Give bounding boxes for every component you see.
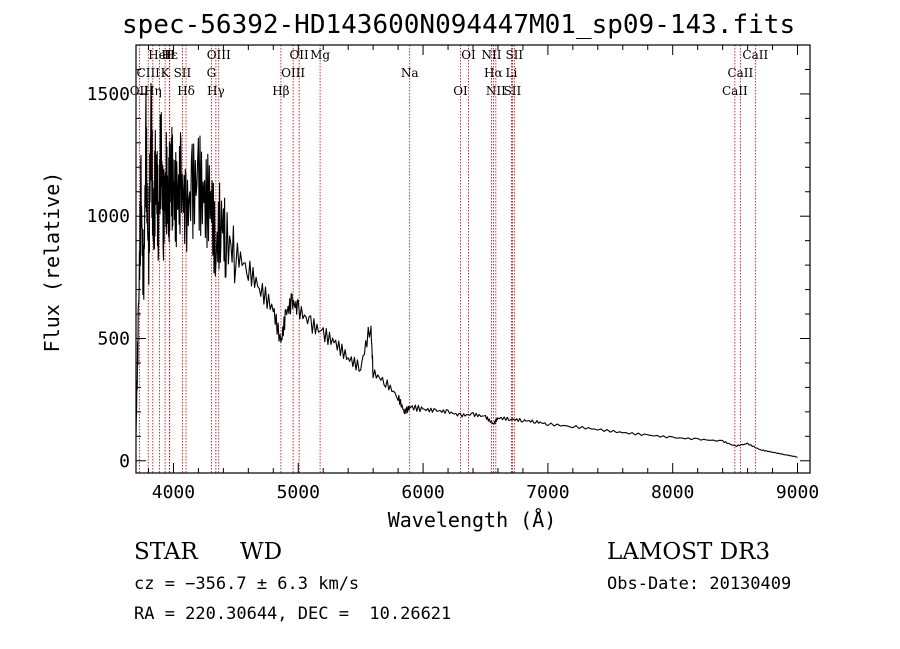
marker-label: OI (461, 48, 476, 62)
observation-date: Obs-Date: 20130409 (607, 574, 792, 594)
marker-label: Hα (484, 66, 503, 80)
x-axis-label: Wavelength (Å) (387, 508, 557, 532)
coordinates-readout: RA = 220.30644, DEC = 10.26621 (134, 604, 452, 624)
marker-label: CIII (137, 66, 161, 80)
y-tick-label: 1000 (87, 206, 130, 227)
marker-label: Hδ (177, 84, 195, 98)
marker-label: NII (481, 48, 501, 62)
marker-label: Na (401, 66, 419, 80)
marker-label: OIII (207, 48, 231, 62)
x-tick-label: 4000 (152, 482, 195, 503)
marker-label: CaII (742, 48, 768, 62)
marker-label: CaII (722, 84, 748, 98)
x-tick-label: 9000 (776, 482, 819, 503)
object-class: STAR (134, 539, 198, 565)
redshift-readout: cz = −356.7 ± 6.3 km/s (134, 574, 360, 594)
marker-label: H (164, 48, 174, 62)
x-tick-label: 5000 (277, 482, 320, 503)
marker-label: SII (505, 48, 523, 62)
marker-label: OII (289, 48, 309, 62)
y-tick-label: 1500 (87, 84, 130, 105)
marker-label: Hη (144, 84, 162, 98)
y-tick-label: 500 (97, 328, 130, 349)
marker-label: G (207, 66, 217, 80)
x-tick-label: 7000 (526, 482, 569, 503)
marker-label: SII (174, 66, 192, 80)
marker-label: OII (130, 84, 150, 98)
marker-label: K (161, 66, 171, 80)
survey-name: LAMOST DR3 (607, 539, 771, 565)
spectrum-line (135, 82, 798, 458)
plot-frame (135, 44, 811, 474)
x-tick-label: 8000 (651, 482, 694, 503)
marker-label: HeI (148, 48, 171, 62)
marker-label: NII (486, 84, 506, 98)
marker-label: SII (504, 84, 522, 98)
y-axis-label: Flux (relative) (40, 171, 64, 353)
marker-label: CaII (727, 66, 753, 80)
chart-title: spec-56392-HD143600N094447M01_sp09-143.f… (122, 10, 796, 40)
marker-label: OI (453, 84, 468, 98)
x-tick-label: 6000 (401, 482, 444, 503)
marker-label: OIII (281, 66, 305, 80)
marker-label: Hγ (207, 84, 225, 98)
object-subclass: WD (240, 539, 283, 565)
axis-ticks: 4000 5000 6000 7000 8000 9000 0 500 1000 1500 (87, 45, 819, 503)
marker-label: Li (506, 66, 518, 80)
y-tick-label: 0 (119, 451, 130, 472)
marker-label: Mg (310, 48, 330, 62)
marker-label: Hβ (272, 84, 289, 98)
line-marker-labels: HεKHδOIIIOIIIOIIHeISIIHγOIICIIIHηHGHβMgN… (130, 48, 769, 98)
